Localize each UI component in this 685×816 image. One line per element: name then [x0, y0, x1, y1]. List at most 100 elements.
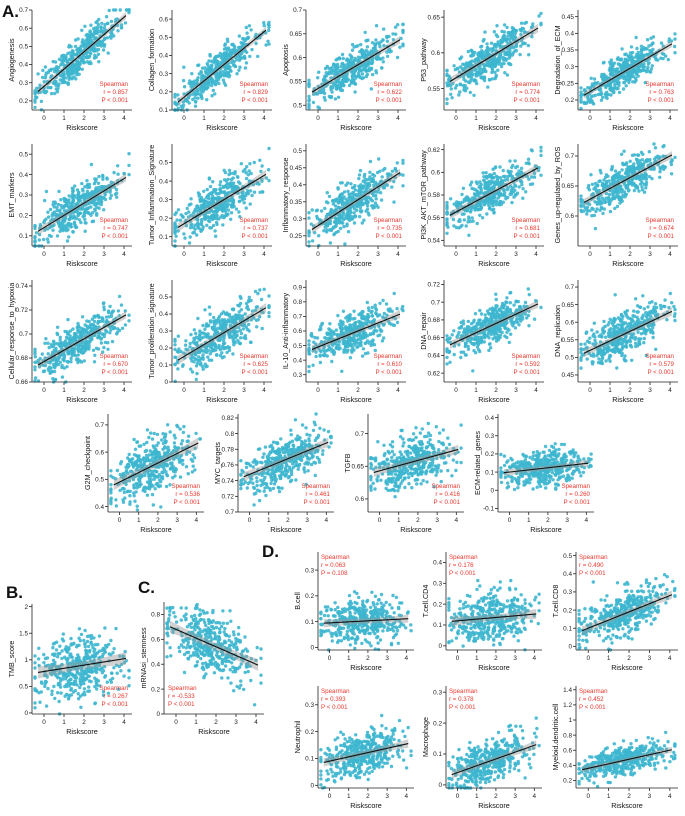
data-point [116, 172, 120, 176]
data-point [511, 29, 515, 33]
data-point [81, 193, 85, 197]
data-point [101, 177, 105, 181]
data-point [187, 203, 191, 207]
y-tick-label: 0.1 [159, 107, 168, 114]
stat-p: P < 0.001 [375, 233, 402, 240]
data-point [460, 223, 464, 228]
data-point [219, 215, 223, 219]
data-point [527, 53, 531, 57]
data-point [489, 41, 494, 45]
data-point [519, 166, 524, 170]
data-point [173, 239, 177, 243]
data-point [625, 168, 630, 172]
data-point [458, 82, 462, 86]
data-point [624, 84, 628, 88]
data-point [457, 70, 462, 74]
data-point [96, 22, 101, 27]
data-point [43, 76, 48, 80]
x-tick-label: 0 [454, 115, 458, 122]
panel-label-a: A. [2, 2, 19, 21]
data-point [211, 81, 215, 85]
data-point [622, 80, 626, 85]
data-point [467, 80, 472, 85]
data-point [519, 39, 524, 43]
data-point [199, 209, 203, 213]
data-point [651, 41, 655, 46]
x-tick-label: 2 [82, 251, 86, 258]
data-point [531, 22, 535, 26]
stat-r: r = 0.857 [103, 89, 128, 96]
data-point [614, 87, 619, 91]
data-point [622, 61, 626, 66]
data-point [187, 210, 191, 214]
data-point [539, 173, 543, 177]
data-point [70, 77, 74, 81]
data-point [626, 172, 630, 177]
stat-p: P < 0.001 [513, 97, 540, 104]
y-tick-label: 0.65 [290, 31, 303, 38]
y-axis-label: Inflammatory_response [281, 157, 290, 232]
plot-svg: 0 1 2 3 40.250.30.350.40.450.5RiskscoreInfla… [281, 144, 406, 268]
data-point [49, 234, 53, 238]
data-point [226, 208, 231, 212]
data-point [336, 217, 340, 222]
data-point [316, 84, 320, 89]
scatter-plot-inflammatory-response: 0 1 2 3 4 0.25 0.3 0.35 0.4 0.45 0.5 Riskscore Infla… [276, 140, 410, 272]
data-point [461, 62, 465, 66]
data-point [56, 362, 61, 367]
data-point [41, 363, 45, 367]
data-point [650, 64, 654, 68]
data-point [55, 205, 59, 210]
data-point [97, 194, 101, 199]
stat-p: P < 0.001 [101, 97, 128, 104]
data-point [445, 231, 449, 235]
data-point [508, 45, 513, 49]
data-point [60, 54, 64, 59]
data-point [342, 73, 346, 78]
data-point [54, 214, 59, 219]
data-point [329, 71, 334, 76]
data-point [58, 223, 62, 227]
x-axis-label: Riskscore [66, 259, 98, 268]
data-point [452, 224, 456, 228]
x-tick-label: 1 [202, 251, 206, 258]
data-point [309, 222, 313, 226]
x-axis-label: Riskscore [66, 395, 98, 404]
data-point [49, 91, 54, 96]
data-point [524, 161, 528, 165]
data-point [214, 82, 218, 87]
data-point [622, 190, 627, 194]
data-point [51, 339, 56, 343]
data-point [609, 182, 613, 186]
data-point [483, 191, 487, 195]
data-point [33, 240, 37, 244]
data-point [248, 202, 252, 206]
data-point [619, 198, 623, 203]
data-point [537, 14, 541, 18]
data-point [44, 73, 48, 77]
data-point [218, 71, 223, 75]
data-point [173, 226, 177, 230]
data-point [452, 64, 456, 68]
y-tick-label: 0.6 [19, 25, 28, 32]
data-point [593, 200, 597, 204]
data-point [586, 96, 590, 100]
data-point [64, 54, 68, 58]
data-point [80, 315, 85, 319]
data-point [95, 25, 100, 30]
y-tick-label: 0.55 [428, 86, 441, 93]
data-point [189, 213, 193, 217]
data-point [623, 195, 627, 199]
data-point [114, 316, 118, 320]
data-point [100, 332, 105, 336]
data-point [366, 211, 371, 215]
data-point [218, 75, 222, 79]
data-point [223, 206, 228, 211]
data-point [207, 197, 211, 201]
data-point [190, 222, 194, 227]
data-point [115, 332, 119, 336]
data-point [89, 51, 93, 56]
data-point [86, 195, 90, 199]
data-point [64, 76, 68, 80]
data-point [81, 60, 85, 64]
